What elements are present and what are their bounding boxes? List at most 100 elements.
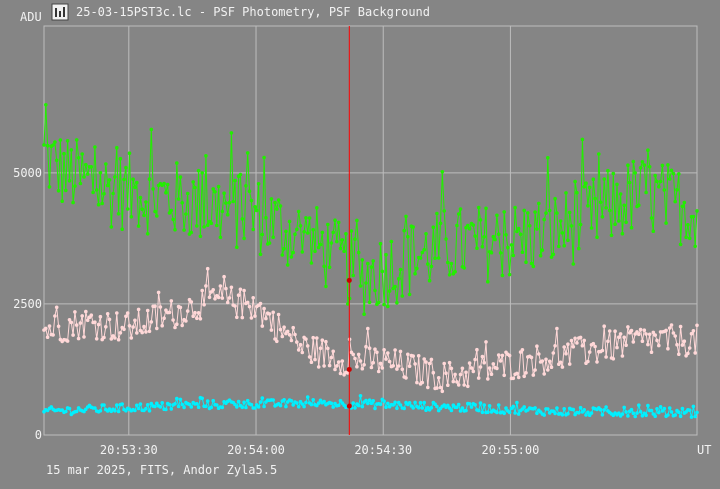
data-point bbox=[515, 229, 519, 234]
data-point bbox=[687, 236, 692, 241]
data-point bbox=[378, 241, 383, 246]
data-point bbox=[427, 361, 432, 366]
data-point bbox=[107, 178, 112, 182]
data-point bbox=[244, 184, 248, 188]
data-point bbox=[149, 320, 154, 324]
data-point bbox=[360, 258, 365, 262]
data-point bbox=[195, 224, 199, 228]
data-point bbox=[291, 325, 296, 330]
data-point bbox=[438, 221, 443, 226]
data-point bbox=[124, 314, 128, 319]
data-point bbox=[695, 209, 699, 213]
data-point bbox=[253, 205, 257, 209]
data-point bbox=[284, 404, 288, 409]
data-point bbox=[626, 163, 630, 167]
data-point bbox=[660, 409, 665, 413]
data-point bbox=[615, 182, 619, 187]
data-point bbox=[289, 255, 294, 259]
data-point bbox=[580, 343, 585, 348]
data-point bbox=[311, 398, 316, 402]
data-point bbox=[53, 314, 57, 318]
data-point bbox=[98, 314, 103, 319]
data-point bbox=[258, 252, 263, 257]
data-point bbox=[204, 404, 208, 409]
data-point bbox=[435, 404, 439, 409]
data-point bbox=[666, 413, 670, 417]
data-point bbox=[502, 411, 507, 416]
data-point bbox=[495, 213, 499, 218]
data-point bbox=[293, 332, 297, 337]
data-point bbox=[122, 327, 126, 332]
data-point bbox=[393, 284, 397, 289]
data-point bbox=[122, 177, 126, 182]
data-point bbox=[544, 357, 548, 362]
data-point bbox=[620, 354, 625, 358]
data-point bbox=[362, 363, 366, 367]
x-tick-label: 20:54:00 bbox=[227, 443, 285, 457]
data-point bbox=[669, 410, 674, 414]
data-point bbox=[669, 323, 674, 327]
data-point bbox=[127, 151, 132, 155]
data-point bbox=[446, 260, 450, 265]
data-point bbox=[535, 227, 539, 231]
data-point bbox=[402, 406, 407, 411]
data-point bbox=[316, 245, 321, 250]
data-point bbox=[149, 127, 154, 132]
data-point bbox=[424, 408, 428, 413]
data-point bbox=[504, 233, 508, 237]
data-point bbox=[209, 405, 214, 410]
data-point bbox=[338, 246, 343, 251]
data-point bbox=[618, 192, 623, 196]
data-point bbox=[96, 202, 101, 207]
data-point bbox=[549, 365, 554, 370]
data-point bbox=[165, 182, 170, 187]
data-point bbox=[562, 345, 566, 349]
data-point bbox=[447, 273, 452, 277]
data-point bbox=[424, 232, 428, 236]
data-point bbox=[467, 402, 472, 406]
data-point bbox=[380, 366, 385, 370]
data-point bbox=[395, 406, 399, 411]
data-point bbox=[560, 365, 565, 369]
data-point bbox=[516, 412, 521, 416]
data-point bbox=[235, 315, 239, 320]
data-point bbox=[613, 329, 617, 334]
data-point bbox=[484, 206, 488, 211]
data-point bbox=[584, 413, 588, 417]
data-point bbox=[116, 409, 121, 414]
data-point bbox=[162, 181, 166, 186]
data-point bbox=[327, 265, 332, 270]
data-point bbox=[673, 199, 677, 204]
data-point bbox=[396, 364, 401, 368]
data-point bbox=[140, 330, 144, 335]
data-point bbox=[462, 383, 467, 387]
data-point bbox=[516, 226, 521, 231]
data-point bbox=[247, 304, 252, 309]
data-point bbox=[160, 401, 164, 405]
data-point bbox=[513, 205, 517, 210]
data-point bbox=[440, 389, 445, 394]
data-point bbox=[155, 326, 159, 331]
data-point bbox=[224, 286, 228, 291]
data-point bbox=[637, 332, 641, 337]
data-point bbox=[215, 403, 219, 407]
cursor-layer[interactable] bbox=[346, 26, 352, 435]
data-point bbox=[366, 401, 370, 406]
data-point bbox=[304, 400, 308, 405]
data-point bbox=[435, 211, 439, 216]
data-point bbox=[660, 163, 665, 168]
cursor-marker bbox=[346, 366, 352, 372]
data-point bbox=[296, 405, 301, 409]
data-point bbox=[311, 335, 316, 340]
data-point bbox=[309, 261, 314, 265]
data-point bbox=[304, 216, 308, 220]
data-point bbox=[435, 386, 439, 390]
data-point bbox=[300, 250, 305, 254]
data-point bbox=[566, 342, 570, 347]
data-point bbox=[520, 348, 525, 352]
data-point bbox=[386, 304, 390, 309]
data-point bbox=[693, 351, 697, 355]
data-point bbox=[164, 190, 168, 195]
data-point bbox=[187, 402, 192, 407]
